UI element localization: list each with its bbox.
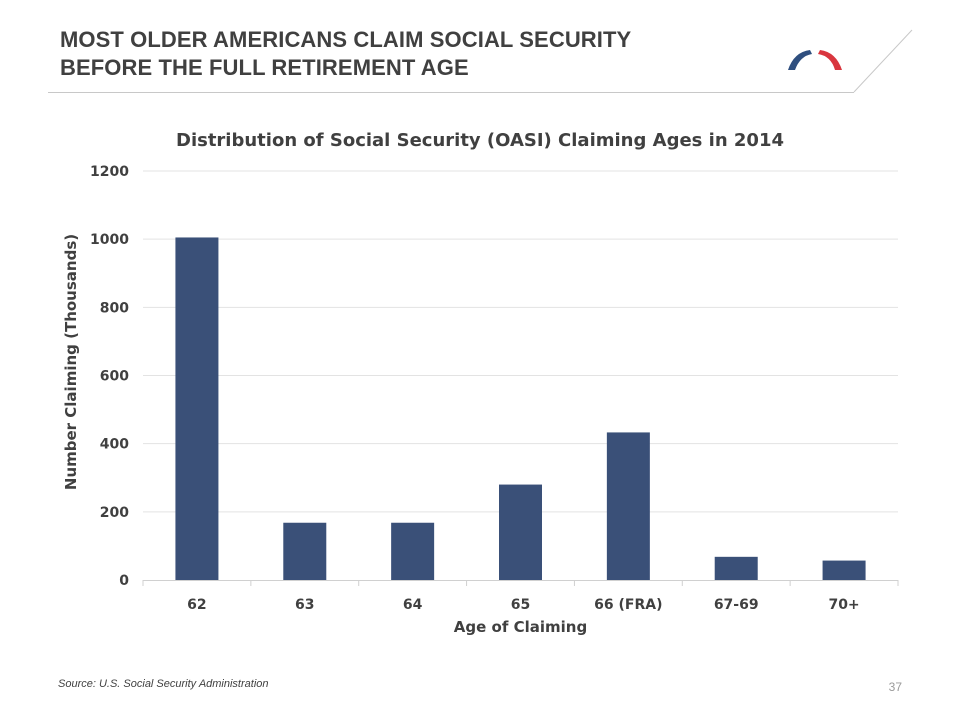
y-tick-label: 800 xyxy=(100,300,129,316)
y-tick-label: 0 xyxy=(119,573,129,589)
logo-icon xyxy=(788,50,842,70)
bar-62 xyxy=(175,237,219,580)
y-tick-label: 1000 xyxy=(90,232,129,248)
y-axis-title: Number Claiming (Thousands) xyxy=(62,234,80,490)
x-tick-label: 66 (FRA) xyxy=(594,597,662,613)
x-tick-label: 63 xyxy=(295,597,314,613)
slide-title-line-2: BEFORE THE FULL RETIREMENT AGE xyxy=(60,55,469,80)
y-tick-label: 600 xyxy=(100,369,129,385)
y-tick-label: 400 xyxy=(100,437,129,453)
x-tick-label: 70+ xyxy=(828,597,859,613)
bar-65 xyxy=(499,484,542,580)
source-note: Source: U.S. Social Security Administrat… xyxy=(58,678,269,690)
x-tick-label: 65 xyxy=(511,597,530,613)
slide-title-line-1: MOST OLDER AMERICANS CLAIM SOCIAL SECURI… xyxy=(60,27,632,52)
x-axis-title: Age of Claiming xyxy=(454,618,587,636)
bar-67-69 xyxy=(714,556,758,580)
header-divider xyxy=(48,92,854,93)
bar-63 xyxy=(283,522,327,580)
x-tick-label: 62 xyxy=(187,597,206,613)
bar-66-fra- xyxy=(606,432,650,580)
x-tick-label: 64 xyxy=(403,597,423,613)
chart-title: Distribution of Social Security (OASI) C… xyxy=(176,130,784,151)
bar-70- xyxy=(822,560,866,580)
bar-64 xyxy=(391,522,435,580)
page-number: 37 xyxy=(888,680,902,694)
x-tick-label: 67-69 xyxy=(714,597,759,613)
slide-title: MOST OLDER AMERICANS CLAIM SOCIAL SECURI… xyxy=(60,26,631,82)
y-tick-label: 1200 xyxy=(90,164,129,180)
y-tick-label: 200 xyxy=(100,505,129,521)
